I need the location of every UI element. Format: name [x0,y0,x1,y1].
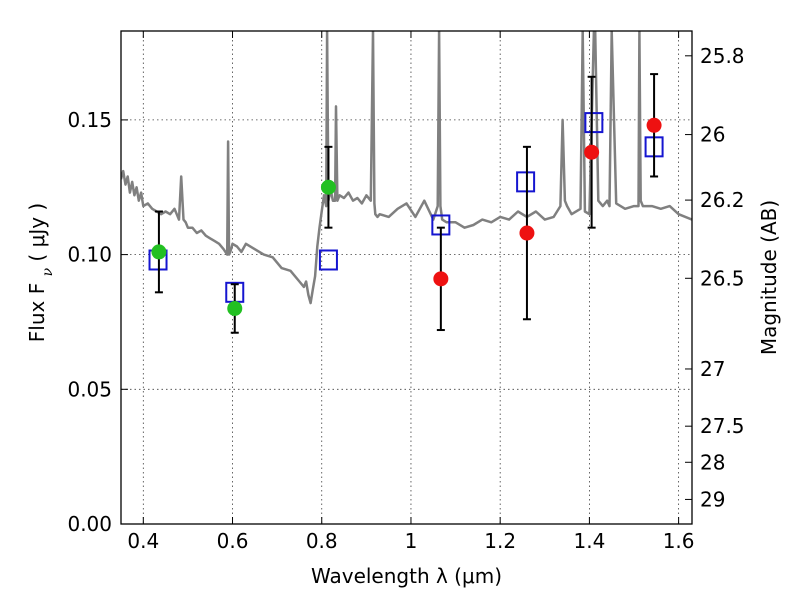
x-axis-label: Wavelength λ (μm) [311,564,502,588]
model-square-marker [584,112,604,134]
y2-tick-label: 26.2 [700,188,745,212]
model-square-marker [318,249,338,271]
x-tick-label: 0.8 [306,529,338,553]
nir-data-point [433,271,449,287]
plot-frame [120,30,693,525]
y2-tick-label: 27.5 [700,414,745,438]
grid [121,31,692,524]
x-tick-label: 1.2 [484,529,516,553]
label-layer: 0.4 0.6 0.8 1 1.2 1.4 1.6 0.00 0.05 0.10 0.15 25.8 2… [25,44,781,588]
y2-tick-label: 26 [700,123,725,147]
y2-tick-label: 26.5 [700,266,745,290]
spectrum-layer [121,31,692,305]
nir-data-point [646,117,662,133]
y-axis-label: Flux F ν ( μJy ) [25,203,56,342]
optical-data-point [320,179,336,195]
y-tick-label: 0.00 [67,512,112,536]
y2-tick-label: 28 [700,450,725,474]
tick-layer [121,31,692,525]
y-tick-label: 0.10 [67,243,112,267]
points-layer [148,73,664,334]
nir-data-point [519,225,535,241]
model-square-marker [516,171,536,193]
x-tick-label: 1 [405,529,418,553]
y2-tick-label: 29 [700,487,725,511]
y2-tick-label: 25.8 [700,44,745,68]
x-tick-label: 0.4 [127,529,159,553]
spectrum-line [121,31,692,305]
y-tick-label: 0.05 [67,377,112,401]
x-tick-label: 1.4 [573,529,605,553]
x-tick-label: 1.6 [663,529,695,553]
y2-axis-label: Magnitude (AB) [757,200,781,355]
optical-data-point [151,244,167,260]
nir-data-point [584,144,600,160]
optical-data-point [227,300,243,316]
y2-tick-label: 27 [700,357,725,381]
y-tick-label: 0.15 [67,108,112,132]
x-tick-label: 0.6 [217,529,249,553]
